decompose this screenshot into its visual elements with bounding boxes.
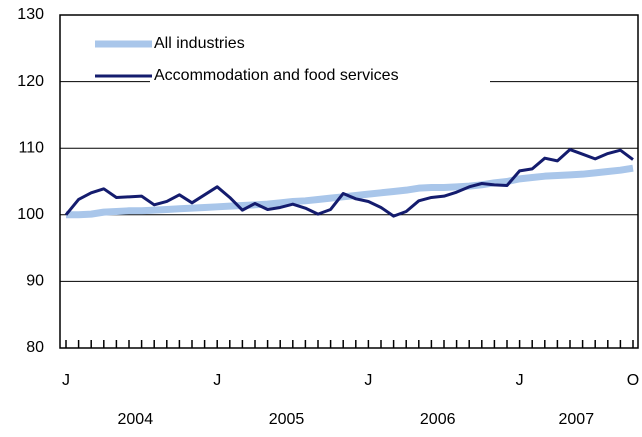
legend-label: Accommodation and food services xyxy=(154,67,399,84)
plot-frame xyxy=(59,14,639,349)
x-tick-label: J xyxy=(516,372,524,389)
legend-label: All industries xyxy=(154,35,245,52)
year-label: 2006 xyxy=(420,411,456,428)
x-tick-label: J xyxy=(213,372,221,389)
x-tick-label: J xyxy=(364,372,372,389)
series-line xyxy=(66,164,634,219)
year-label: 2005 xyxy=(269,411,305,428)
x-tick-label: O xyxy=(627,372,639,389)
y-tick-label: 130 xyxy=(17,6,44,23)
y-tick-label: 100 xyxy=(17,206,44,223)
y-tick-label: 90 xyxy=(26,273,44,290)
legend-background xyxy=(150,65,490,87)
x-tick-label: J xyxy=(62,372,70,389)
year-label: 2004 xyxy=(118,411,154,428)
year-label: 2007 xyxy=(559,411,595,428)
legend-background xyxy=(150,33,300,55)
y-tick-label: 120 xyxy=(17,73,44,90)
series-line xyxy=(64,148,634,218)
y-tick-label: 110 xyxy=(18,139,44,156)
y-tick-label: 80 xyxy=(26,339,44,356)
